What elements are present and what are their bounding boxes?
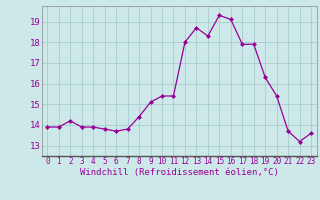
X-axis label: Windchill (Refroidissement éolien,°C): Windchill (Refroidissement éolien,°C)	[80, 168, 279, 177]
